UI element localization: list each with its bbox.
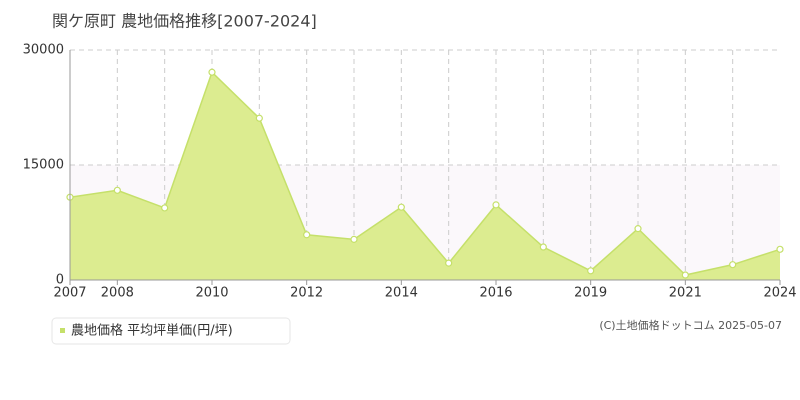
x-tick-label: 2021	[669, 286, 702, 301]
y-tick-label: 0	[56, 273, 64, 288]
area	[70, 72, 780, 280]
point	[587, 267, 595, 275]
line	[69, 70, 781, 276]
point	[634, 225, 642, 233]
legend-label: 農地価格 平均坪単価(円/坪)	[71, 323, 233, 339]
point	[681, 271, 689, 279]
point	[729, 261, 737, 269]
x-tick-label: 2019	[574, 286, 607, 301]
x-tick-label: 2010	[195, 286, 228, 301]
point	[492, 201, 500, 209]
point	[445, 259, 453, 267]
x-tick-label: 2012	[290, 286, 323, 301]
point	[255, 114, 263, 122]
legend-box	[51, 317, 291, 345]
source-note: (C)土地価格ドットコム 2025-05-07	[599, 318, 782, 332]
x-tick-label: 2007	[53, 286, 86, 301]
point	[350, 235, 358, 243]
chart-title: 関ケ原町 農地価格推移[2007-2024]	[52, 12, 317, 31]
point	[208, 68, 216, 76]
legend-swatch	[60, 328, 65, 333]
x-tick-label: 2016	[479, 286, 512, 301]
x-tick-label: 2024	[763, 286, 796, 301]
point	[161, 204, 169, 212]
point	[303, 231, 311, 239]
point	[397, 203, 405, 211]
y-tick-label: 30000	[23, 43, 64, 58]
x-tick-label: 2014	[385, 286, 418, 301]
point	[539, 243, 547, 251]
x-tick-label: 2008	[101, 286, 134, 301]
point	[113, 186, 121, 194]
y-tick-label: 15000	[23, 158, 64, 173]
point	[776, 245, 784, 253]
